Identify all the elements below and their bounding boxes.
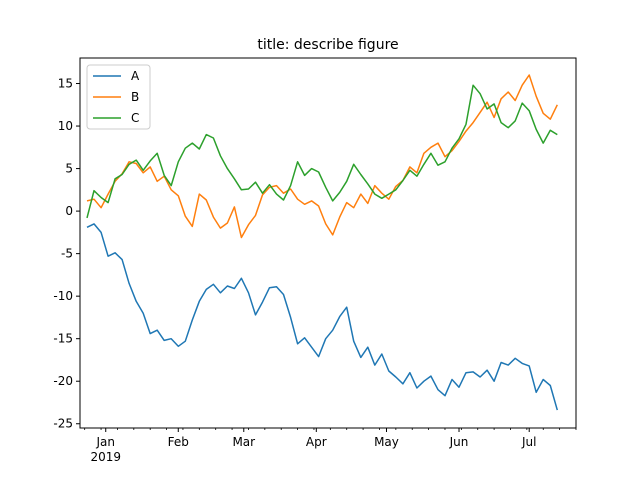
x-tick-label: Jul bbox=[521, 435, 536, 449]
y-tick-label: -25 bbox=[53, 417, 73, 431]
series-line-a bbox=[86, 223, 559, 411]
x-tick-label: Apr bbox=[306, 435, 327, 449]
y-tick-label: 15 bbox=[58, 77, 73, 91]
series-line-b bbox=[86, 74, 558, 239]
x-tick-year-label: 2019 bbox=[90, 450, 121, 464]
x-tick-label: Jan bbox=[95, 435, 115, 449]
series-line-c bbox=[86, 84, 558, 219]
legend-label-c: C bbox=[131, 111, 139, 125]
x-tick-label: Mar bbox=[232, 435, 255, 449]
y-tick-label: -10 bbox=[53, 289, 73, 303]
series-layer bbox=[86, 74, 559, 411]
y-tick-label: 0 bbox=[65, 204, 73, 218]
y-tick-label: -15 bbox=[53, 332, 73, 346]
x-tick-label: Feb bbox=[168, 435, 189, 449]
y-tick-label: 10 bbox=[58, 119, 73, 133]
x-tick-label: Jun bbox=[449, 435, 469, 449]
y-tick-label: -5 bbox=[61, 247, 73, 261]
legend: ABC bbox=[86, 64, 151, 130]
legend-label-b: B bbox=[131, 90, 139, 104]
legend-label-a: A bbox=[131, 69, 140, 83]
y-tick-label: -20 bbox=[53, 374, 73, 388]
x-tick-label: May bbox=[374, 435, 399, 449]
y-tick-label: 5 bbox=[65, 162, 73, 176]
plot-frame bbox=[79, 57, 577, 429]
y-axis: -25 -20 -15 -10 -5 0 5 10 15 bbox=[53, 77, 80, 431]
chart-title: title: describe figure bbox=[257, 37, 398, 53]
